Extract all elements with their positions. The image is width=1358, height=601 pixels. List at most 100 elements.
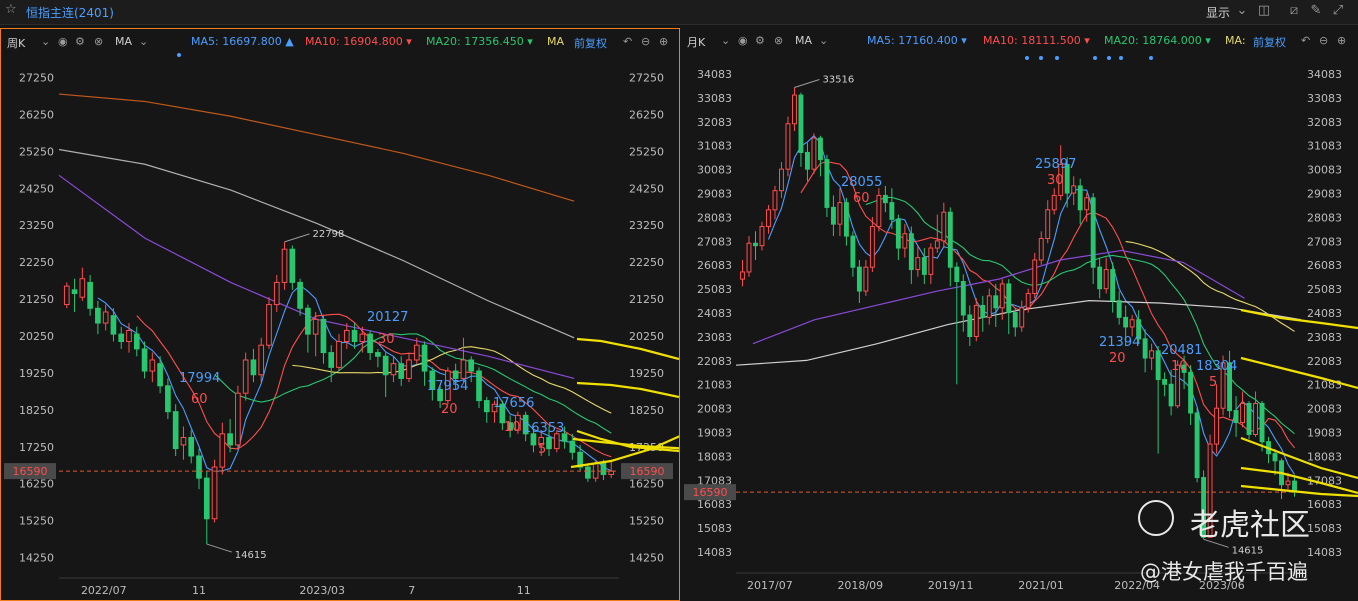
chevron-down-icon[interactable]: ⌄ (41, 35, 51, 48)
y-tick-label-left: 34083 (697, 68, 732, 81)
candle-body (746, 242, 752, 273)
adjust-selector[interactable]: 前复权 (574, 37, 607, 50)
reset-icon[interactable]: ↶ (1301, 34, 1311, 47)
y-tick-label-right: 16250 (629, 478, 664, 491)
y-tick-label-right: 24250 (629, 182, 664, 195)
weekly-candlestick-chart[interactable]: 27250 27250 26250 26250 25250 25250 24250 24250… (1, 29, 679, 600)
chevron-down-icon[interactable]: ⌄ (139, 35, 149, 48)
ma20-line (214, 333, 612, 434)
candle-body (95, 307, 101, 324)
candle-body (390, 363, 397, 376)
hand-drawn-trend-line (1240, 436, 1358, 480)
zoom-out-icon[interactable]: ⊖ (1319, 34, 1329, 47)
y-tick-label-left: 17250 (19, 441, 54, 454)
zoom-in-icon[interactable]: ⊕ (659, 35, 669, 48)
candle-body (421, 344, 428, 372)
level-annotation: 28055 (841, 175, 882, 190)
settings-icon[interactable]: ⚙ (755, 34, 765, 47)
reset-icon[interactable]: ↶ (623, 35, 633, 48)
candle-body (779, 168, 784, 192)
y-tick-label-left: 24083 (697, 307, 732, 320)
close-icon[interactable]: ⊗ (774, 34, 784, 47)
candle-body (499, 403, 506, 424)
candle-body (740, 271, 745, 280)
high-marker-line (284, 233, 310, 243)
dropdown-circle-icon[interactable]: ◉ (58, 35, 68, 48)
x-tick-label: 2022/07 (81, 584, 127, 597)
chevron-down-icon[interactable]: ⌄ (721, 34, 731, 47)
indicator-label[interactable]: MA (115, 35, 133, 48)
layout-icon[interactable]: ◫ (1257, 3, 1271, 18)
instrument-title[interactable]: 恒指主连(2401) (26, 6, 114, 20)
monthly-chart-panel[interactable]: 月K ⌄ ◉ ⚙ ⊗ MA ⌄ MA5: 17160.400 ▾ MA10: 1… (681, 28, 1358, 601)
y-tick-label-left: 15250 (19, 515, 54, 528)
zoom-out-icon[interactable]: ⊖ (641, 35, 651, 48)
candle-body (157, 363, 163, 387)
x-tick-label: 11 (517, 584, 531, 597)
period-annotation: 10 (1171, 359, 1188, 374)
candle-body (947, 211, 953, 268)
weekly-chart-panel[interactable]: 周K ⌄ ◉ ⚙ ⊗ MA ⌄ MA5: 16697.800 ▲ MA10: 1… (0, 28, 680, 601)
ma10-value: 16904.800 (343, 35, 403, 48)
candle-body (165, 385, 171, 413)
display-menu[interactable]: 显示 (1206, 6, 1231, 20)
indicator-label[interactable]: MA (795, 34, 813, 47)
period-selector[interactable]: 月K (687, 36, 706, 49)
candle-body (359, 333, 366, 343)
candle-body (398, 363, 405, 379)
candle-body (804, 151, 810, 170)
fullscreen-icon[interactable]: ⤢ (1332, 3, 1344, 18)
y-tick-label-left: 14083 (697, 546, 732, 559)
candle-body (869, 226, 875, 268)
x-tick-label: 2019/11 (928, 579, 974, 592)
candle-body (1064, 163, 1070, 194)
high-label: 33516 (822, 75, 854, 86)
y-tick-label-left: 20250 (19, 330, 54, 343)
y-tick-label-left: 22083 (697, 355, 732, 368)
candle-body (1162, 379, 1168, 385)
hand-drawn-trend-line (570, 435, 679, 469)
close-icon[interactable]: ⊗ (94, 35, 104, 48)
low-label: 14615 (235, 550, 267, 561)
monthly-candlestick-chart[interactable]: 34083 34083 33083 33083 32083 32083 31083 31083… (681, 28, 1358, 601)
candle-body (437, 389, 443, 402)
price-tag-left-bg (684, 484, 736, 501)
y-tick-label-left: 14250 (19, 552, 54, 565)
dropdown-circle-icon[interactable]: ◉ (738, 34, 748, 47)
candle-body (908, 233, 914, 271)
candle-body (608, 470, 615, 475)
candle-body (382, 355, 389, 376)
candle-body (876, 194, 882, 228)
event-dot (1107, 56, 1111, 60)
candle-body (343, 329, 350, 343)
candle-body (328, 352, 335, 368)
zoom-in-icon[interactable]: ⊕ (1337, 34, 1347, 47)
candle-body (928, 247, 934, 275)
candle-body (1051, 194, 1057, 211)
ma-label: MA (547, 35, 565, 48)
candle-body (759, 226, 765, 247)
candle-body (219, 433, 226, 468)
pen-icon[interactable]: ✎ (1310, 3, 1322, 18)
x-tick-label: 7 (408, 584, 415, 597)
watermark-user: @港女虐我千百遍 (1140, 560, 1308, 584)
y-tick-label-left: 30083 (697, 164, 732, 177)
candle-body (445, 370, 451, 402)
draw-icon[interactable]: ⧄ (1289, 3, 1299, 18)
period-selector[interactable]: 周K (7, 37, 26, 50)
level-annotation: 17994 (179, 371, 220, 386)
ma10-label: MA10: 18111.500 ▾ (983, 34, 1090, 47)
event-dot (1149, 56, 1153, 60)
candle-body (902, 233, 908, 249)
hand-drawn-trend-line (576, 337, 679, 361)
settings-icon[interactable]: ⚙ (75, 35, 85, 48)
y-tick-label-left: 19250 (19, 367, 54, 380)
adjust-selector[interactable]: 前复权 (1253, 36, 1286, 49)
candle-body (1032, 259, 1038, 294)
chevron-down-icon[interactable]: ⌄ (1236, 3, 1248, 18)
y-tick-label-right: 29083 (1307, 187, 1342, 200)
candle-body (126, 329, 132, 343)
candle-body (289, 248, 296, 283)
chevron-down-icon[interactable]: ⌄ (819, 34, 829, 47)
star-icon[interactable]: ☆ (5, 2, 17, 17)
